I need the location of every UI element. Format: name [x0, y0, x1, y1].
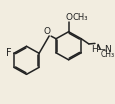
- Text: CH₃: CH₃: [71, 12, 87, 22]
- Text: CH₃: CH₃: [100, 50, 114, 59]
- Text: O: O: [43, 27, 50, 36]
- Text: —N: —N: [95, 45, 111, 54]
- Text: O: O: [65, 13, 72, 22]
- Text: H: H: [90, 45, 97, 54]
- Text: F: F: [6, 48, 11, 58]
